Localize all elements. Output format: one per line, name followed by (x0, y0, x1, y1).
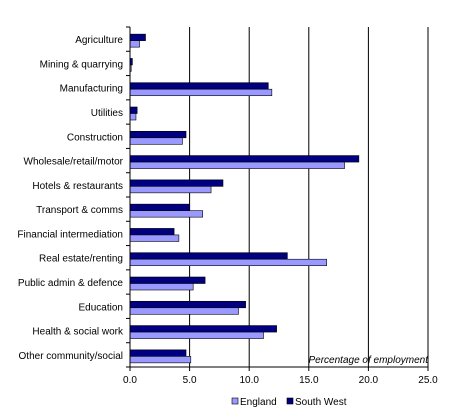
bar-england (129, 88, 273, 97)
bar-south-west (129, 130, 187, 139)
category-label: Health & social work (32, 327, 124, 338)
bar-england (129, 331, 264, 339)
category-label: Mining & quarrying (40, 59, 123, 70)
x-tick-label: 25.0 (418, 375, 438, 386)
category-label: Other community/social (19, 351, 123, 362)
bar-south-west (129, 33, 146, 41)
bar-south-west (129, 349, 187, 357)
bar-england (129, 161, 345, 169)
bar-england (129, 234, 180, 242)
x-ticks: 0.0 5.0 10.0 15.0 20.0 25.0 (123, 26, 438, 386)
category-label: Agriculture (75, 35, 123, 46)
category-label: Financial intermediation (17, 229, 123, 240)
bar-south-west (129, 300, 246, 309)
bar-england (129, 186, 212, 194)
bar-south-west (129, 228, 175, 236)
bar-england (129, 258, 327, 267)
bar-south-west (129, 325, 277, 333)
gridlines (189, 27, 429, 367)
bar-england (129, 356, 192, 364)
bar-south-west (129, 155, 360, 163)
legend-label: England (240, 397, 277, 408)
x-tick-label: 15.0 (299, 375, 319, 386)
legend-swatch (231, 397, 239, 405)
bar-england (129, 283, 194, 291)
category-label: Utilities (91, 108, 123, 119)
bar-england (129, 40, 140, 48)
bar-south-west (129, 276, 206, 284)
bar-south-west (129, 252, 288, 260)
category-label: Real estate/renting (39, 254, 123, 265)
legend: England South West (231, 397, 347, 408)
x-tick-label: 20.0 (359, 375, 379, 386)
bar-england (129, 307, 239, 315)
x-tick-label: 5.0 (183, 375, 197, 386)
category-label: Public admin & defence (18, 278, 124, 289)
category-label: Wholesale/retail/motor (24, 157, 124, 168)
bar-south-west (129, 203, 190, 211)
legend-label: South West (295, 397, 347, 408)
bars (129, 33, 360, 364)
bar-england (129, 113, 137, 121)
bar-south-west (129, 179, 224, 187)
bar-england (129, 137, 183, 145)
x-tick-label: 10.0 (239, 375, 259, 386)
legend-swatch (286, 397, 294, 405)
bar-england (129, 210, 204, 218)
bar-south-west (129, 106, 138, 114)
x-tick-label: 0.0 (123, 375, 137, 386)
category-label: Transport & comms (36, 205, 123, 216)
category-label: Education (79, 302, 123, 313)
category-labels: Agriculture Mining & quarrying Manufacturi… (17, 35, 124, 362)
category-label: Manufacturing (60, 84, 123, 95)
category-label: Construction (67, 132, 123, 143)
x-axis-label: Percentage of employment (308, 355, 429, 366)
bar-south-west (129, 82, 269, 90)
category-label: Hotels & restaurants (32, 181, 123, 192)
